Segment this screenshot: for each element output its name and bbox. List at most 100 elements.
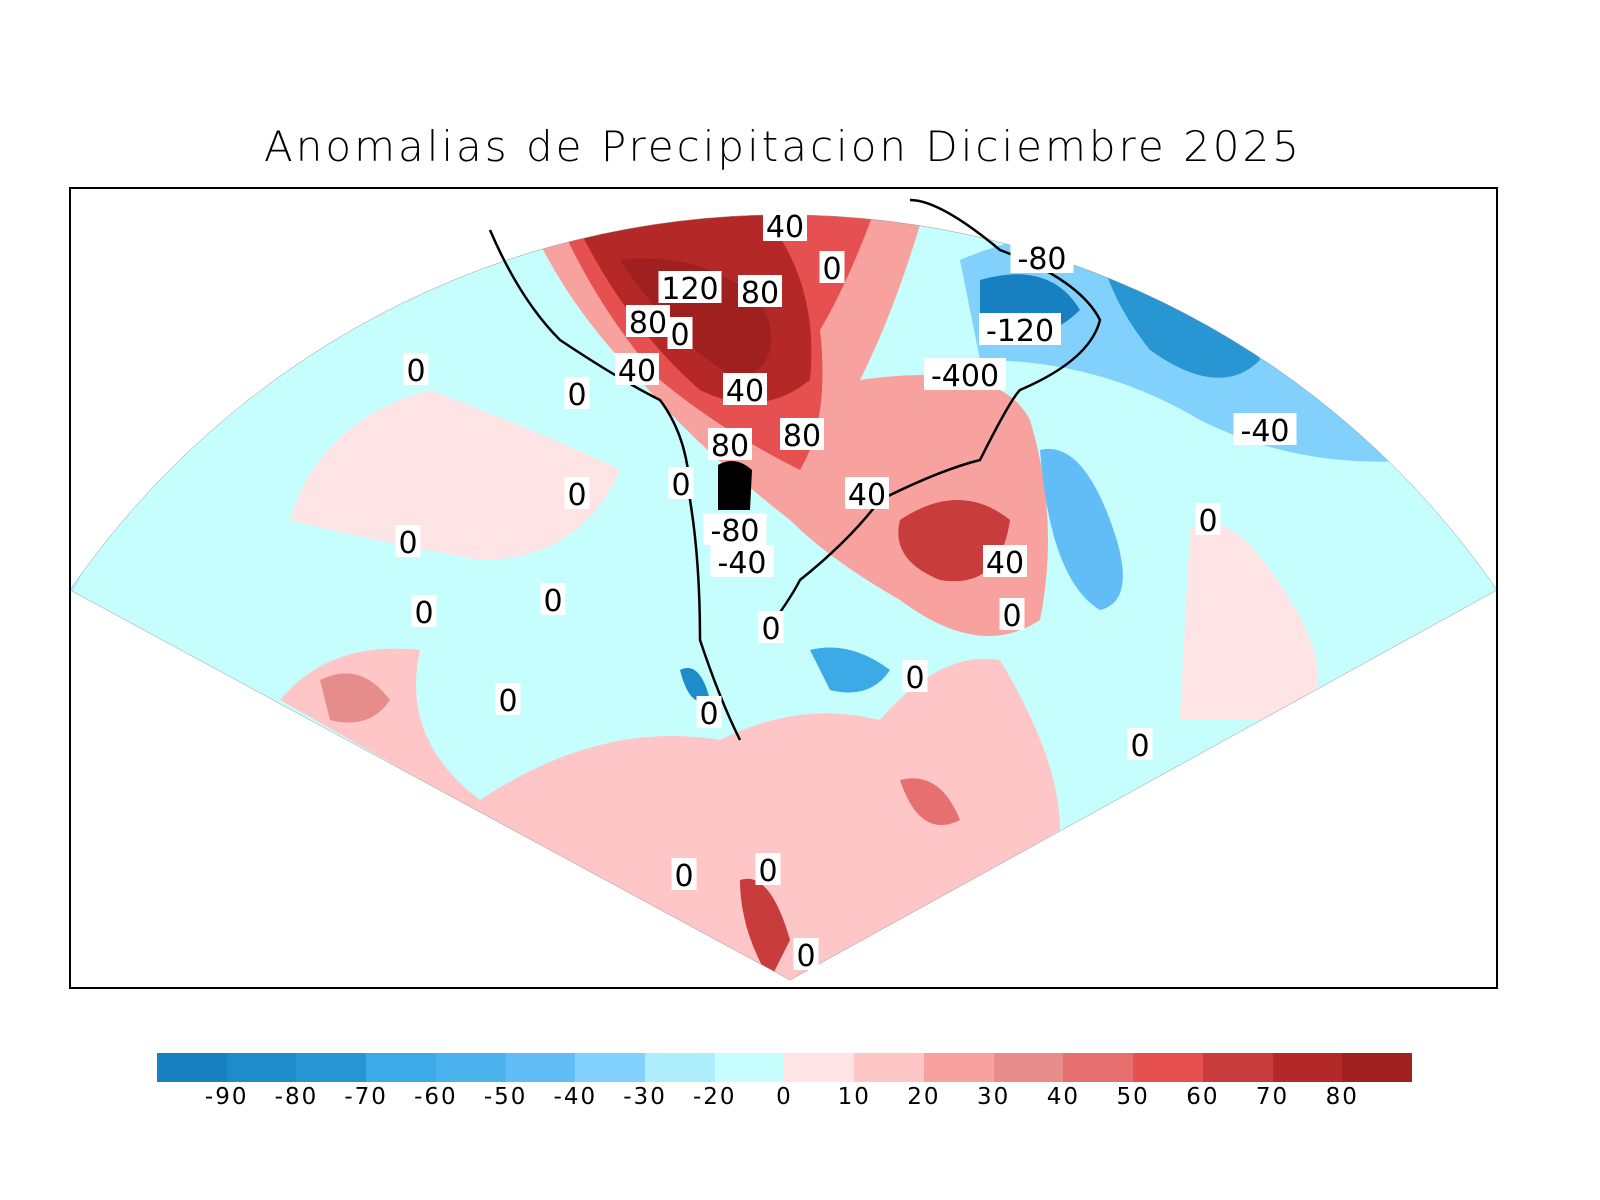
- contour-label-background: [979, 313, 1061, 345]
- contour-label-background: [668, 467, 694, 499]
- colorbar-swatch: [645, 1053, 715, 1082]
- colorbar-tick-label: 70: [1255, 1084, 1290, 1110]
- anomaly-field: [70, 214, 1497, 980]
- colorbar-tick-label: 80: [1325, 1084, 1359, 1110]
- contour-label-background: [615, 353, 659, 385]
- contour-label: -120: [986, 314, 1054, 349]
- colorbar-swatch: [923, 1053, 994, 1082]
- contour-label-background: [755, 853, 781, 885]
- region-positive-west: [290, 390, 620, 560]
- colorbar-tick-label: 10: [837, 1084, 871, 1110]
- colorbar-tick-label: -90: [204, 1084, 249, 1110]
- contour-label: 80: [711, 429, 749, 464]
- contour-label: 0: [406, 354, 425, 389]
- contour-label-background: [403, 353, 429, 385]
- contour-label: -80: [1018, 242, 1067, 277]
- contour-label: 0: [905, 661, 924, 696]
- contour-label: 0: [674, 859, 693, 894]
- colorbar-swatch: [1342, 1053, 1412, 1082]
- contour-label-background: [723, 373, 767, 405]
- colorbar-swatch: [505, 1053, 576, 1082]
- colorbar-swatch: [366, 1053, 436, 1082]
- colorbar-swatch: [296, 1053, 367, 1082]
- colorbar-tick-label: -80: [274, 1084, 319, 1110]
- contour-label: 0: [699, 697, 718, 732]
- contour-label-background: [1195, 503, 1221, 535]
- colorbar: [157, 1053, 1412, 1082]
- colorbar-tick-label: -20: [692, 1084, 737, 1110]
- contour-label-background: [999, 598, 1025, 630]
- contour-label: 0: [1198, 504, 1217, 539]
- colorbar-swatch: [784, 1053, 855, 1082]
- contour-label-background: [495, 683, 521, 715]
- contour-label-background: [658, 271, 722, 303]
- contour-label: 40: [766, 210, 804, 245]
- contour-label: 0: [1130, 729, 1149, 764]
- colorbar-tick-label: -30: [623, 1084, 667, 1110]
- colorbar-swatch: [435, 1053, 506, 1082]
- contour-label-background: [738, 275, 782, 307]
- contour-label: 0: [671, 468, 690, 503]
- map-frame: [69, 187, 1498, 989]
- contour-label: 80: [783, 419, 821, 454]
- colorbar-swatch: [226, 1053, 297, 1082]
- contour-label: 0: [761, 612, 780, 647]
- colorbar-tick-label: 50: [1116, 1084, 1150, 1110]
- contour-label-background: [540, 583, 566, 615]
- contour-label-background: [411, 595, 437, 627]
- colorbar-swatch: [993, 1053, 1064, 1082]
- contour-label: -40: [1241, 414, 1290, 449]
- contour-label: 0: [398, 526, 417, 561]
- colorbar-swatch: [575, 1053, 646, 1082]
- contour-label: 120: [661, 272, 718, 307]
- colorbar-tick-label: -40: [553, 1084, 598, 1110]
- contour-label-background: [1233, 413, 1297, 445]
- contour-label: 40: [986, 546, 1024, 581]
- contour-label: 0: [670, 318, 689, 353]
- colorbar-tick-label: 40: [1046, 1084, 1081, 1110]
- contour-label: 0: [758, 854, 777, 889]
- contour-label: 40: [618, 354, 656, 389]
- colorbar-swatch: [714, 1053, 785, 1082]
- figure-title: Anomalias de Precipitacion Diciembre 202…: [264, 122, 1302, 171]
- contour-label: 0: [498, 684, 517, 719]
- contour-label-background: [710, 545, 774, 577]
- contour-label-background: [708, 428, 752, 460]
- contour-label-background: [696, 696, 722, 728]
- contour-label: 0: [567, 378, 586, 413]
- contour-label: -80: [711, 514, 760, 549]
- contour-label-background: [983, 545, 1027, 577]
- contour-label: 0: [543, 584, 562, 619]
- colorbar-tick-label: 0: [776, 1084, 793, 1110]
- contour-label-background: [780, 418, 824, 450]
- contour-label-background: [1010, 241, 1074, 273]
- contour-label-background: [902, 660, 928, 692]
- contour-label-background: [564, 377, 590, 409]
- contour-label-background: [1127, 728, 1153, 760]
- contour-label: 0: [1002, 599, 1021, 634]
- colorbar-swatch: [157, 1053, 227, 1082]
- contour-label-background: [758, 611, 784, 643]
- colorbar-tick-label: -60: [414, 1084, 458, 1110]
- contour-label-background: [819, 251, 845, 283]
- colorbar-swatch: [1202, 1053, 1273, 1082]
- contour-label-background: [626, 305, 670, 337]
- contour-label-background: [924, 358, 1006, 390]
- contour-label-background: [667, 317, 693, 349]
- sector-outline: [69, 214, 1498, 981]
- contour-label-background: [671, 858, 697, 890]
- contour-label: -400: [931, 359, 999, 394]
- colorbar-swatch: [1133, 1053, 1203, 1082]
- colorbar-swatch: [1272, 1053, 1343, 1082]
- colorbar-tick-label: 30: [977, 1084, 1011, 1110]
- colorbar-tick-label: 20: [907, 1084, 941, 1110]
- contour-label: 80: [741, 276, 779, 311]
- contour-label-background: [395, 525, 421, 557]
- contour-label: 40: [848, 478, 886, 513]
- colorbar-swatch: [1063, 1053, 1134, 1082]
- region-positive-east: [1180, 523, 1318, 720]
- region-positive-south: [280, 648, 1060, 980]
- contour-label: -40: [718, 546, 767, 581]
